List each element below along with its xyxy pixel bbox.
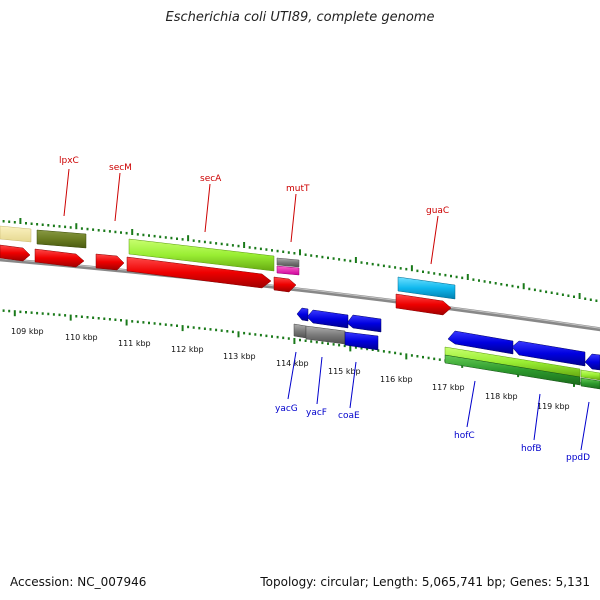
forward-tick-row <box>2 218 598 302</box>
gene-label-ppdD[interactable]: ppdD <box>566 453 590 463</box>
kbp-label: 116 kbp <box>380 375 413 384</box>
kbp-label: 117 kbp <box>432 383 465 392</box>
feature-gray[interactable] <box>293 323 307 339</box>
cds-arrow-reverse[interactable] <box>346 314 382 333</box>
cds-arrow-forward[interactable] <box>34 248 85 268</box>
genome-summary-text: Topology: circular; Length: 5,065,741 bp… <box>260 575 590 589</box>
cds-arrow-forward[interactable] <box>95 253 125 271</box>
kbp-label: 113 kbp <box>223 352 256 361</box>
forward-gene-labels: lpxC secM secA mutT guaC <box>59 156 449 216</box>
leader-line-guaC <box>430 215 439 265</box>
gene-label-lpxC[interactable]: lpxC <box>59 156 79 166</box>
gene-label-hofB[interactable]: hofB <box>521 444 542 454</box>
forward-cds-row <box>0 244 452 316</box>
leader-line-ppdD <box>580 401 590 451</box>
leader-line-hofB <box>533 393 541 441</box>
kbp-label: 109 kbp <box>11 327 44 336</box>
cds-arrow-reverse[interactable] <box>306 309 349 329</box>
leader-line-yacF <box>316 356 323 405</box>
feature-gray-small[interactable] <box>276 257 300 268</box>
cds-arrow-forward[interactable] <box>395 293 452 316</box>
feature-lime-tail[interactable] <box>580 369 600 381</box>
gene-label-secA[interactable]: secA <box>200 174 222 184</box>
cds-arrow-reverse[interactable] <box>511 340 586 367</box>
feature-green-tail[interactable] <box>580 377 600 390</box>
reverse-feature-row <box>293 323 600 390</box>
kbp-label: 115 kbp <box>328 367 361 376</box>
feature-blue-block[interactable] <box>344 331 379 351</box>
kbp-label: 112 kbp <box>171 345 204 354</box>
forward-leader-lines <box>63 168 439 265</box>
gene-label-coaE[interactable]: coaE <box>338 411 360 421</box>
leader-line-yacG <box>287 351 297 400</box>
feature-green[interactable] <box>444 354 581 386</box>
map-title: Escherichia coli UTI89, complete genome <box>165 10 435 25</box>
kbp-scale: 109 kbp 110 kbp 111 kbp 112 kbp 113 kbp … <box>11 327 570 411</box>
reverse-cds-row <box>296 307 600 371</box>
gene-label-guaC[interactable]: guaC <box>426 206 449 216</box>
accession-text: Accession: NC_007946 <box>10 575 147 589</box>
leader-line-lpxC <box>63 168 70 217</box>
gene-label-yacG[interactable]: yacG <box>275 404 298 414</box>
reverse-gene-labels: yacG yacF coaE hofC hofB ppdD <box>275 404 590 463</box>
leader-line-secM <box>114 172 121 222</box>
leader-line-coaE <box>349 361 357 409</box>
feature-cyan[interactable] <box>397 276 456 300</box>
reverse-leader-lines <box>287 351 590 451</box>
feature-lime[interactable] <box>128 238 275 272</box>
cds-arrow-forward[interactable] <box>273 276 297 293</box>
gene-label-mutT[interactable]: mutT <box>286 184 310 194</box>
cds-arrow-forward[interactable] <box>0 244 31 262</box>
leader-line-secA <box>204 183 211 233</box>
cds-arrow-reverse[interactable] <box>296 307 309 322</box>
kbp-label: 114 kbp <box>276 359 309 368</box>
cds-arrow-reverse[interactable] <box>584 353 600 371</box>
genome-backbone <box>0 257 600 332</box>
kbp-label: 119 kbp <box>537 402 570 411</box>
leader-line-hofC <box>466 380 476 428</box>
kbp-label: 111 kbp <box>118 339 151 348</box>
feature-tan[interactable] <box>0 225 32 243</box>
kbp-label: 118 kbp <box>485 392 518 401</box>
feature-pink[interactable] <box>276 265 300 276</box>
feature-olive[interactable] <box>36 229 87 249</box>
gene-label-yacF[interactable]: yacF <box>306 408 327 418</box>
kbp-label: 110 kbp <box>65 333 98 342</box>
leader-line-mutT <box>290 193 297 243</box>
genome-backbone-highlight <box>0 257 600 329</box>
gene-label-hofC[interactable]: hofC <box>454 431 475 441</box>
gene-label-secM[interactable]: secM <box>109 163 132 173</box>
forward-feature-row <box>0 225 456 300</box>
cds-arrow-forward[interactable] <box>126 256 272 289</box>
